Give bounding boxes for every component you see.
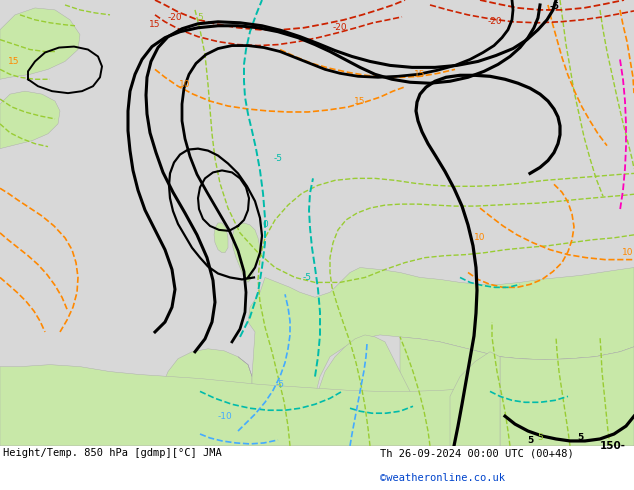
Polygon shape (232, 223, 260, 282)
Text: 10: 10 (474, 233, 486, 243)
Text: -10: -10 (217, 412, 233, 421)
Text: -5: -5 (302, 273, 311, 282)
Polygon shape (0, 365, 634, 446)
Text: 0: 0 (262, 220, 268, 229)
Polygon shape (500, 347, 634, 446)
Polygon shape (0, 91, 60, 148)
Polygon shape (450, 352, 500, 446)
Text: 15: 15 (8, 57, 20, 66)
Text: -20: -20 (333, 23, 347, 32)
Text: 15: 15 (354, 97, 366, 105)
Polygon shape (400, 337, 634, 446)
Polygon shape (0, 8, 80, 79)
Text: -5: -5 (276, 380, 285, 389)
Text: -20: -20 (167, 13, 183, 23)
Text: 5: 5 (537, 434, 543, 442)
Polygon shape (155, 349, 252, 446)
Text: 15: 15 (414, 70, 426, 79)
Text: 10: 10 (179, 80, 191, 89)
Text: -5: -5 (550, 2, 560, 11)
Text: 15: 15 (149, 20, 161, 29)
Text: 150-: 150- (600, 441, 626, 451)
Text: ©weatheronline.co.uk: ©weatheronline.co.uk (380, 473, 505, 483)
Polygon shape (230, 268, 634, 446)
Text: 10: 10 (622, 248, 634, 257)
Text: Th 26-09-2024 00:00 UTC (00+48): Th 26-09-2024 00:00 UTC (00+48) (380, 448, 574, 458)
Text: -20: -20 (488, 17, 502, 26)
Text: 5: 5 (197, 13, 203, 23)
Text: Height/Temp. 850 hPa [gdmp][°C] JMA: Height/Temp. 850 hPa [gdmp][°C] JMA (3, 448, 222, 458)
Text: -5: -5 (273, 154, 283, 163)
Text: 5: 5 (527, 437, 533, 445)
Text: 5: 5 (577, 434, 583, 442)
Polygon shape (310, 335, 435, 446)
Polygon shape (214, 223, 228, 253)
